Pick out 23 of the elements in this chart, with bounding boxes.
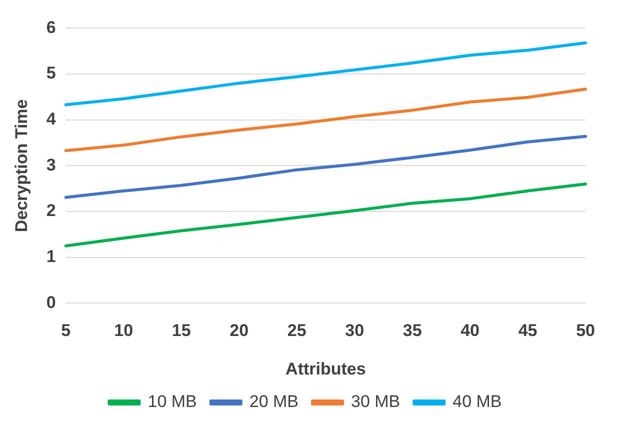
x-tick-label: 20 — [230, 321, 249, 340]
x-axis-title: Attributes — [286, 359, 366, 378]
x-tick-label: 30 — [345, 321, 364, 340]
y-tick-label: 1 — [46, 247, 56, 266]
x-tick-label: 10 — [114, 321, 134, 340]
y-tick-label: 5 — [46, 64, 56, 83]
x-tick-label: 50 — [576, 321, 596, 340]
y-tick-label: 0 — [46, 292, 56, 312]
x-tick-label: 40 — [460, 321, 480, 340]
legend-label: 20 MB — [249, 392, 299, 412]
x-tick-label: 35 — [402, 321, 422, 340]
x-tick-label: 45 — [518, 321, 538, 340]
y-tick-label: 2 — [46, 201, 56, 220]
x-tick-label: 5 — [61, 321, 71, 340]
x-tick-label: 25 — [287, 321, 306, 340]
y-tick-label: 4 — [46, 110, 56, 129]
y-axis-title: Decryption Time — [12, 99, 31, 232]
y-tick-label: 3 — [46, 155, 56, 174]
legend-label: 10 MB — [148, 392, 197, 412]
legend-label: 30 MB — [351, 392, 400, 412]
legend-label: 40 MB — [452, 392, 502, 412]
y-tick-label: 6 — [46, 18, 56, 37]
x-tick-label: 15 — [172, 321, 191, 340]
